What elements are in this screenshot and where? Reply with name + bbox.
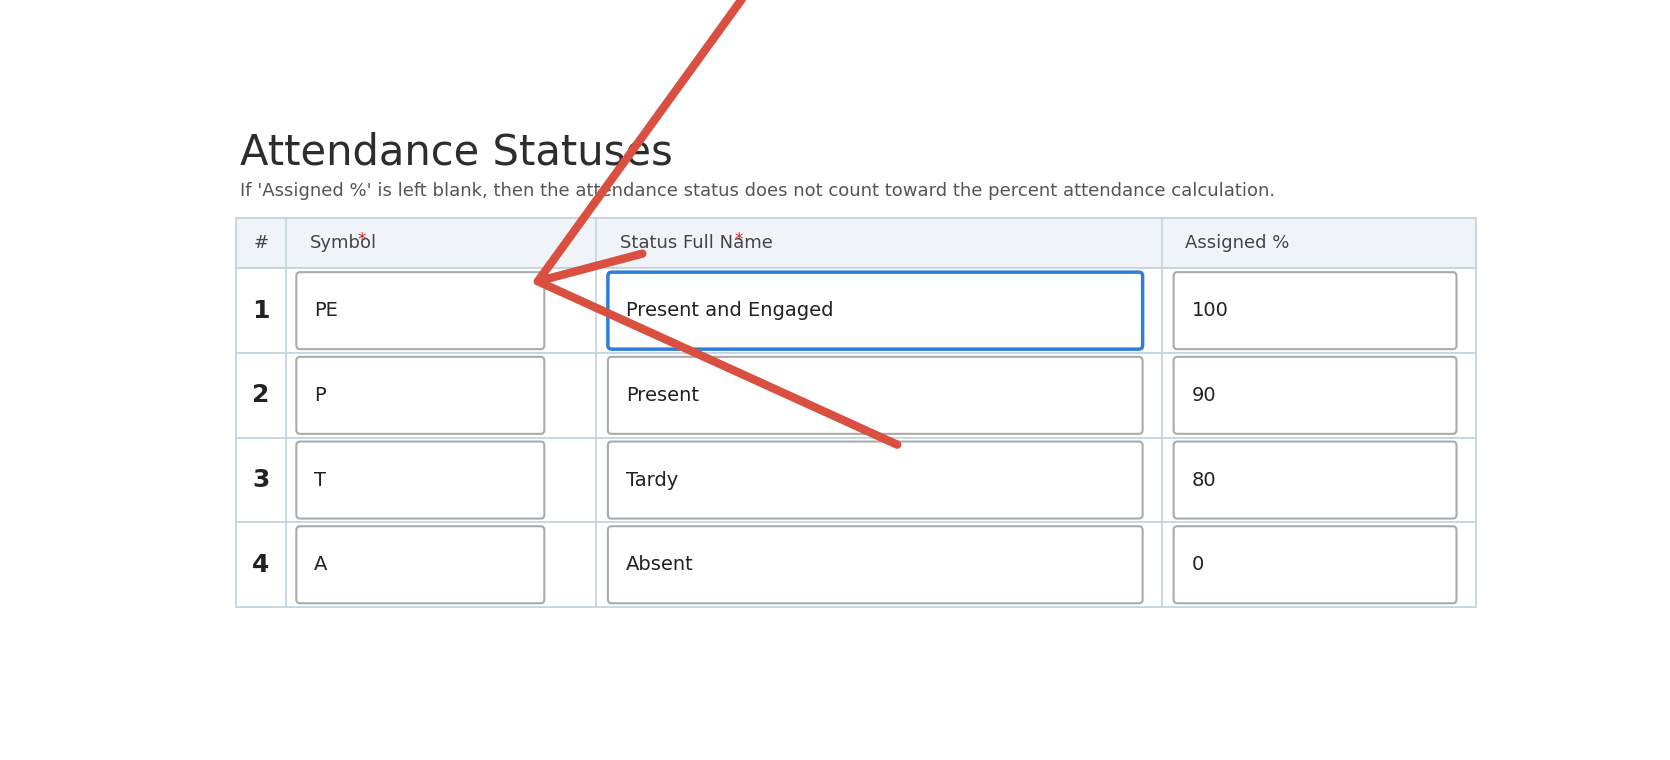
Text: If 'Assigned %' is left blank, then the attendance status does not count toward : If 'Assigned %' is left blank, then the … — [240, 182, 1274, 200]
FancyBboxPatch shape — [1174, 357, 1456, 434]
FancyBboxPatch shape — [1174, 442, 1456, 518]
Text: *: * — [357, 231, 366, 249]
Text: Present and Engaged: Present and Engaged — [626, 301, 833, 320]
FancyBboxPatch shape — [296, 272, 544, 349]
FancyBboxPatch shape — [235, 218, 1476, 607]
Text: Absent: Absent — [626, 556, 693, 575]
FancyBboxPatch shape — [296, 357, 544, 434]
FancyBboxPatch shape — [235, 353, 1476, 438]
Text: PE: PE — [314, 301, 337, 320]
Text: Tardy: Tardy — [626, 470, 678, 489]
Text: T: T — [314, 470, 326, 489]
FancyBboxPatch shape — [235, 438, 1476, 522]
Text: Status Full Name: Status Full Name — [620, 234, 772, 252]
FancyBboxPatch shape — [608, 442, 1142, 518]
Text: Symbol: Symbol — [309, 234, 377, 252]
Text: 0: 0 — [1191, 556, 1204, 575]
Text: Assigned %: Assigned % — [1186, 234, 1289, 252]
Text: 80: 80 — [1191, 470, 1216, 489]
Text: #: # — [254, 234, 269, 252]
FancyBboxPatch shape — [235, 218, 1476, 268]
FancyBboxPatch shape — [608, 357, 1142, 434]
Text: 4: 4 — [252, 553, 271, 577]
FancyBboxPatch shape — [235, 268, 1476, 353]
FancyBboxPatch shape — [608, 526, 1142, 603]
Text: 2: 2 — [252, 383, 271, 407]
FancyBboxPatch shape — [296, 526, 544, 603]
Text: *: * — [735, 231, 743, 249]
Text: 1: 1 — [252, 299, 271, 323]
Text: 100: 100 — [1191, 301, 1229, 320]
Text: Present: Present — [626, 386, 698, 405]
Text: P: P — [314, 386, 326, 405]
Text: A: A — [314, 556, 327, 575]
FancyBboxPatch shape — [1174, 272, 1456, 349]
Text: 90: 90 — [1191, 386, 1216, 405]
FancyBboxPatch shape — [1174, 526, 1456, 603]
FancyBboxPatch shape — [296, 442, 544, 518]
FancyBboxPatch shape — [608, 272, 1142, 349]
Text: Attendance Statuses: Attendance Statuses — [240, 131, 673, 173]
FancyBboxPatch shape — [235, 522, 1476, 607]
Text: 3: 3 — [252, 468, 271, 492]
